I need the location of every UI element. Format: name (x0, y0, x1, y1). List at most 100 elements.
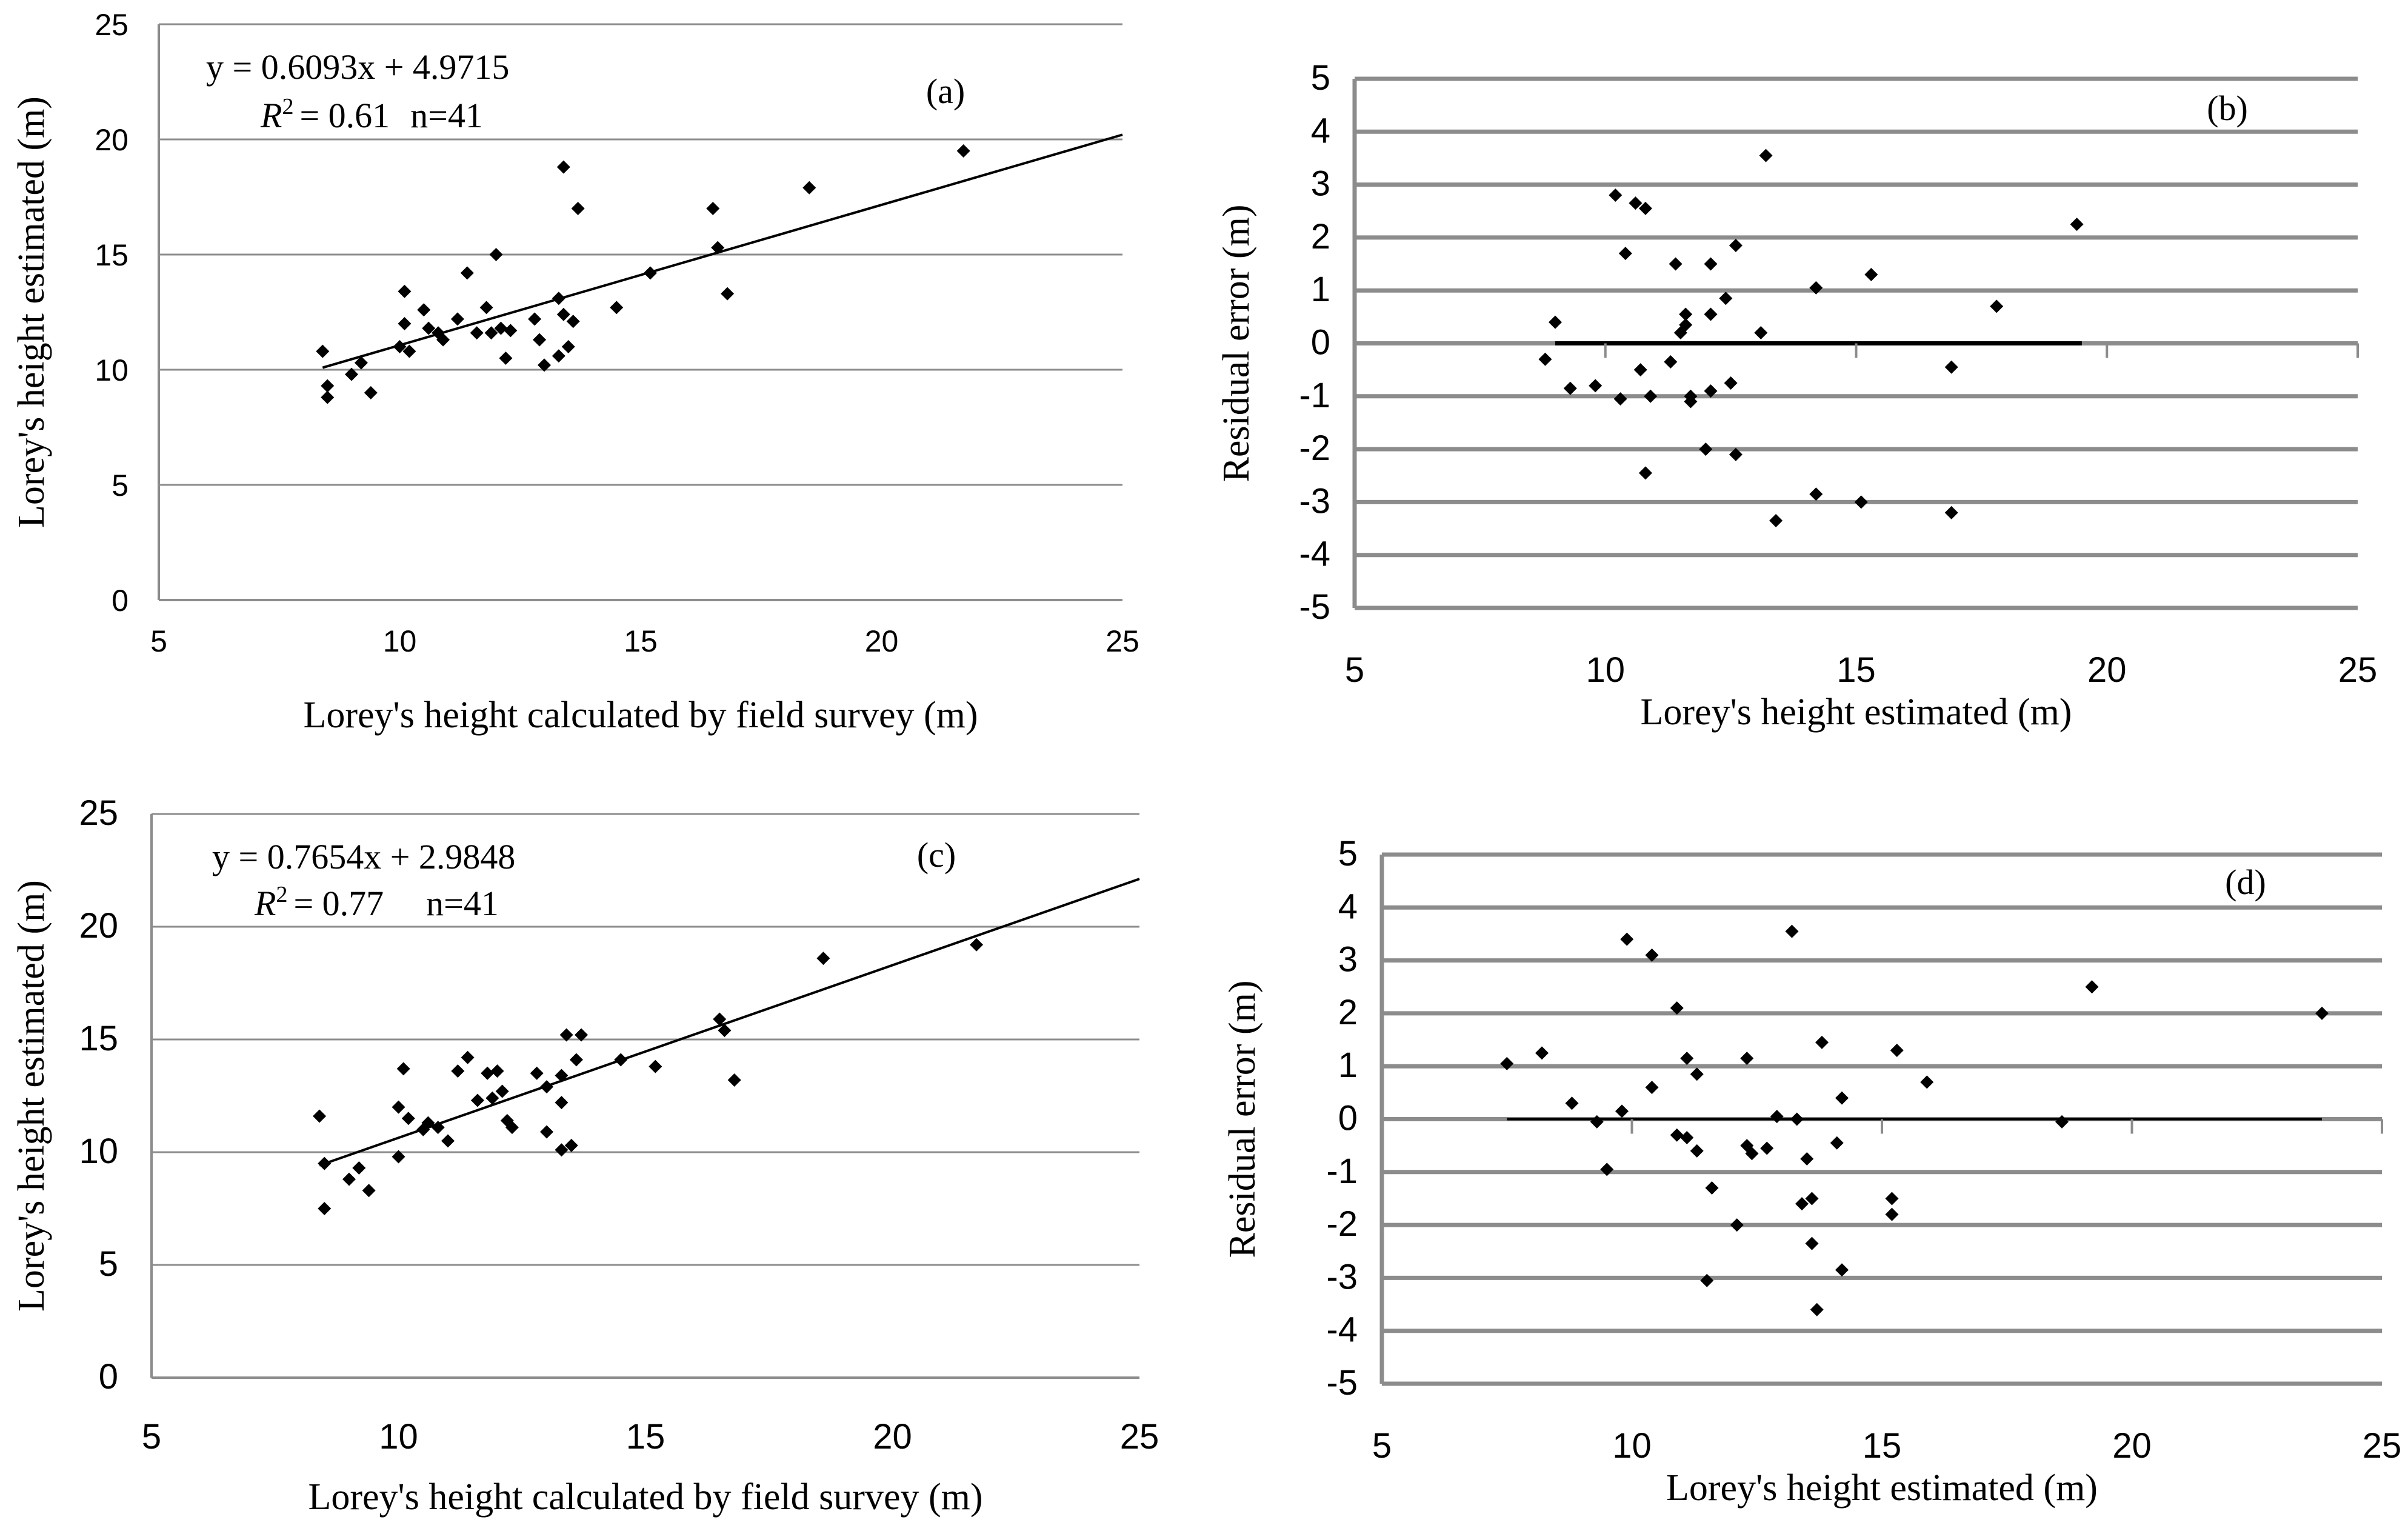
data-point (1669, 257, 1683, 271)
data-point (1613, 392, 1627, 406)
sample-size: n=41 (410, 96, 483, 135)
trendline (319, 878, 1140, 1167)
data-point (1805, 1236, 1819, 1250)
data-point (564, 1138, 578, 1152)
y-tick-label-0: 0 (99, 1357, 118, 1396)
data-point (649, 1059, 662, 1073)
data-point (489, 248, 503, 261)
data-point (398, 284, 412, 298)
data-point (1944, 505, 1958, 519)
data-point (816, 952, 830, 966)
data-point (538, 358, 551, 372)
data-point (460, 266, 474, 280)
panel-label: (b) (2207, 88, 2248, 128)
y-tick-label-20: 20 (95, 123, 128, 157)
data-point (1680, 1052, 1694, 1066)
data-point (1704, 257, 1718, 271)
data-point (571, 202, 585, 215)
x-tick-label-10: 10 (1586, 650, 1625, 690)
data-point (450, 312, 464, 326)
y-tick-label-15: 15 (79, 1019, 118, 1058)
data-point (555, 1143, 569, 1157)
data-point (1835, 1091, 1849, 1105)
data-point (556, 307, 570, 321)
y-tick-label--4: -4 (1299, 535, 1330, 574)
regression-equation: y = 0.6093x + 4.9715 (206, 47, 509, 87)
data-point (479, 301, 493, 315)
r-superscript: 2 (282, 94, 293, 119)
x-tick-label-25: 25 (1120, 1417, 1159, 1456)
x-axis-title: Lorey's height estimated (m) (1641, 692, 2072, 733)
data-point (398, 317, 412, 330)
y-tick-label-5: 5 (1311, 58, 1330, 98)
data-point (1609, 188, 1623, 202)
panel-label: (a) (926, 72, 965, 111)
x-axis-title: Lorey's height calculated by field surve… (308, 1476, 982, 1518)
data-point (1745, 1147, 1759, 1161)
y-tick-label--4: -4 (1326, 1310, 1358, 1350)
regression-equation: y = 0.7654x + 2.9848 (212, 837, 515, 876)
data-point (342, 1172, 356, 1186)
data-point (555, 1096, 569, 1110)
data-point (2315, 1006, 2329, 1020)
y-tick-label-0: 0 (112, 584, 128, 618)
data-point (436, 333, 450, 347)
data-point (1809, 487, 1823, 501)
data-point (1864, 268, 1878, 282)
y-tick-label--5: -5 (1326, 1363, 1358, 1403)
data-point (1809, 281, 1823, 295)
data-point (610, 301, 624, 315)
data-point (643, 266, 657, 280)
data-point (1600, 1162, 1614, 1176)
r-symbol: R (254, 884, 276, 923)
x-tick-label-5: 5 (1372, 1426, 1392, 1466)
y-axis-title: Lorey's height estimated (m) (11, 880, 52, 1312)
data-point (313, 1109, 327, 1123)
r-superscript: 2 (276, 882, 287, 907)
data-point (1769, 513, 1783, 527)
data-point (441, 1134, 455, 1148)
x-tick-label-25: 25 (2338, 650, 2378, 690)
x-axis-title: Lorey's height calculated by field surve… (303, 695, 978, 736)
data-point (552, 349, 565, 363)
data-point (540, 1080, 553, 1094)
x-tick-label-10: 10 (383, 624, 417, 658)
y-tick-label-3: 3 (1311, 164, 1330, 204)
x-tick-label-15: 15 (1863, 1426, 1902, 1466)
y-axis-title: Residual error (m) (1222, 981, 1263, 1258)
data-point (556, 160, 570, 174)
data-point (727, 1073, 741, 1087)
data-point (494, 321, 508, 335)
y-tick-label-2: 2 (1338, 993, 1358, 1032)
data-point (1944, 360, 1958, 374)
y-tick-label-10: 10 (95, 353, 128, 387)
data-point (1679, 318, 1693, 332)
data-point (504, 324, 518, 338)
data-point (362, 1184, 376, 1198)
data-point (533, 333, 547, 347)
data-point (559, 1028, 573, 1042)
panel-label: (d) (2225, 862, 2266, 902)
data-point (1885, 1192, 1899, 1206)
data-point (1500, 1056, 1514, 1070)
y-tick-label-1: 1 (1338, 1046, 1358, 1085)
data-point (321, 379, 335, 393)
data-point (530, 1066, 544, 1080)
data-point (1638, 201, 1652, 215)
data-point (396, 1062, 410, 1076)
y-tick-label-0: 0 (1338, 1099, 1358, 1138)
data-point (802, 181, 816, 195)
data-point (2070, 218, 2084, 232)
data-point (1645, 948, 1659, 962)
x-tick-label-20: 20 (865, 624, 899, 658)
data-point (1690, 1144, 1704, 1158)
data-point (417, 303, 431, 317)
data-point (1670, 1128, 1684, 1142)
y-tick-label-25: 25 (95, 8, 128, 42)
data-point (1754, 326, 1768, 340)
data-point (1719, 292, 1733, 305)
data-point (1615, 1104, 1629, 1118)
